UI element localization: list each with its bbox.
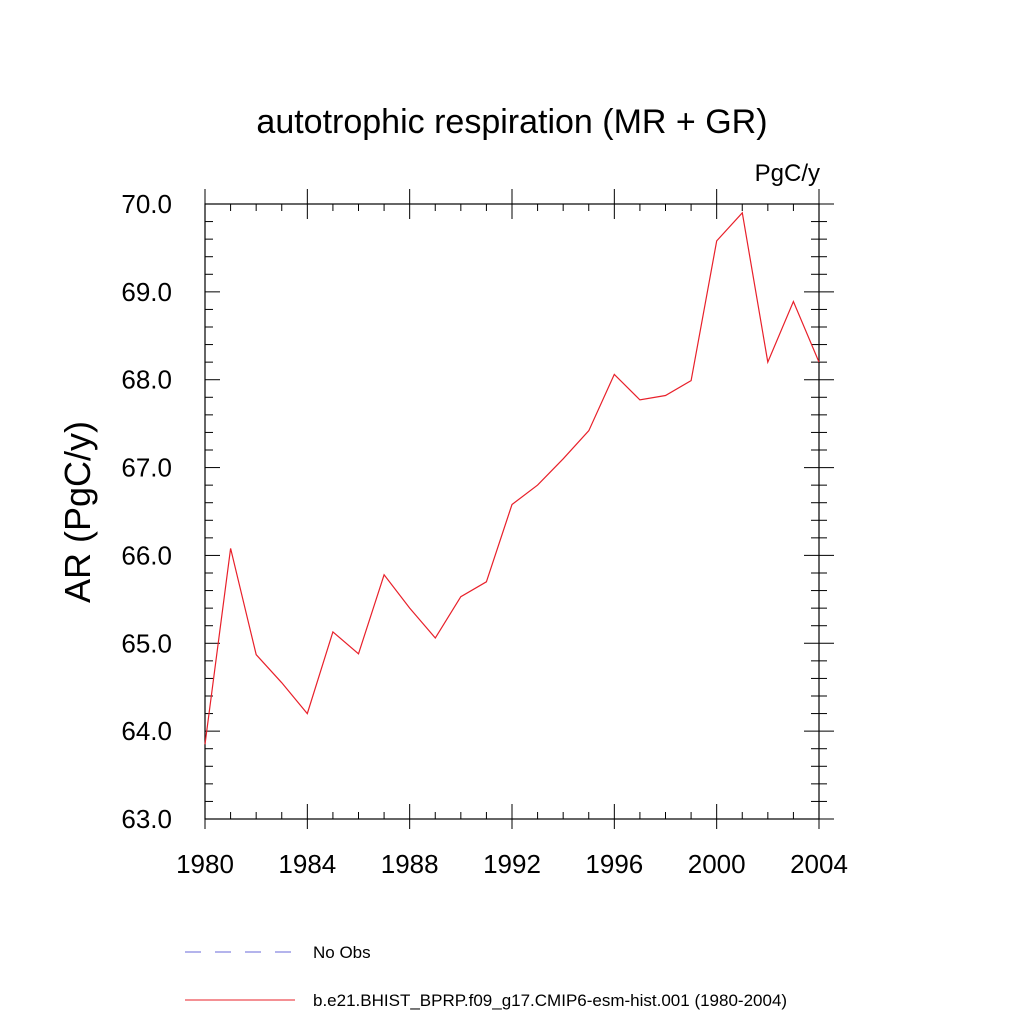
x-tick-label: 1980 — [176, 849, 234, 879]
chart-title: autotrophic respiration (MR + GR) — [256, 103, 767, 141]
legend-label-no-obs: No Obs — [313, 943, 371, 962]
series-line — [204, 211, 820, 745]
x-tick-label: 1996 — [585, 849, 643, 879]
x-tick-label: 1984 — [278, 849, 336, 879]
y-axis-label: AR (PgC/y) — [57, 421, 98, 603]
y-tick-label: 70.0 — [121, 189, 172, 219]
y-tick-label: 67.0 — [121, 453, 172, 483]
y-tick-label: 65.0 — [121, 628, 172, 658]
axis-tick-labels: 1980 1984 1988 1992 1996 2000 2004 63.0 64.0 65.0… — [121, 189, 848, 879]
x-tick-label: 1992 — [483, 849, 541, 879]
x-tick-label: 2004 — [790, 849, 848, 879]
legend-label-model: b.e21.BHIST_BPRP.f09_g17.CMIP6-esm-hist.… — [313, 991, 787, 1010]
legend: No Obs b.e21.BHIST_BPRP.f09_g17.CMIP6-es… — [185, 943, 787, 1010]
series-group — [204, 211, 820, 745]
y-tick-label: 64.0 — [121, 716, 172, 746]
axis-ticks — [204, 189, 834, 829]
y-tick-label: 63.0 — [121, 804, 172, 834]
plot-frame — [204, 203, 820, 820]
y-tick-label: 66.0 — [121, 540, 172, 570]
y-tick-label: 68.0 — [121, 365, 172, 395]
x-tick-label: 1988 — [381, 849, 439, 879]
units-label: PgC/y — [755, 160, 820, 187]
x-tick-label: 2000 — [688, 849, 746, 879]
y-tick-label: 69.0 — [121, 277, 172, 307]
